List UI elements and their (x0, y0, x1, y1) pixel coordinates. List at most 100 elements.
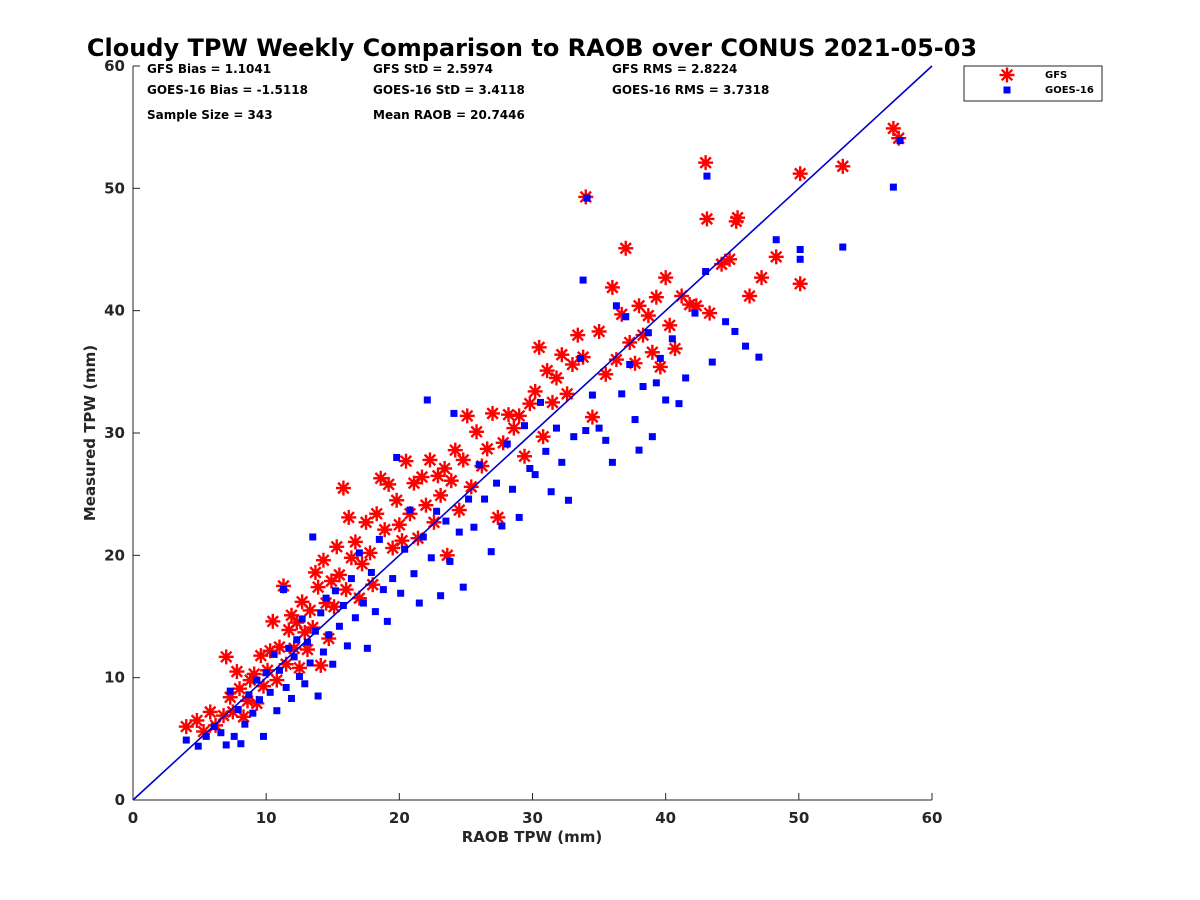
goes16-point (608, 458, 616, 466)
goes16-point (839, 243, 847, 251)
x-tick-label: 0 (128, 809, 138, 827)
gfs-point (544, 394, 560, 410)
gfs-point (451, 502, 467, 518)
goes16-point (515, 513, 523, 521)
goes16-point (582, 427, 590, 435)
goes16-point (295, 672, 303, 680)
goes16-point (772, 236, 780, 244)
goes16-point (682, 374, 690, 382)
goes16-point (521, 422, 529, 430)
gfs-point (485, 405, 501, 421)
legend-goes-square-icon (1003, 86, 1011, 94)
legend: GFS GOES-16 (963, 65, 1103, 102)
goes16-point (270, 650, 278, 658)
goes16-point (889, 183, 897, 191)
goes16-point (389, 575, 397, 583)
stat-goes-bias: GOES-16 Bias = -1.5118 (147, 83, 308, 97)
x-tick-label: 10 (256, 809, 277, 827)
one-to-one-line (132, 65, 933, 801)
gfs-point (591, 323, 607, 339)
goes16-point (564, 496, 572, 504)
gfs-point (698, 155, 714, 171)
goes16-point (325, 631, 333, 639)
gfs-point (604, 279, 620, 295)
goes16-point (547, 488, 555, 496)
gfs-point (189, 712, 205, 728)
stat-mean-raob: Mean RAOB = 20.7446 (373, 108, 525, 122)
goes16-point (542, 447, 550, 455)
goes16-point (722, 318, 730, 326)
goes16-point (306, 659, 314, 667)
goes16-point (415, 599, 423, 607)
goes16-point (576, 354, 584, 362)
gfs-point (548, 370, 564, 386)
gfs-point (527, 383, 543, 399)
goes16-point (579, 276, 587, 284)
gfs-point (269, 672, 285, 688)
goes16-point (202, 732, 210, 740)
y-tick-label: 50 (104, 179, 125, 197)
data-marks (132, 65, 933, 801)
goes16-point (351, 614, 359, 622)
goes16-point (602, 436, 610, 444)
goes16-point (367, 568, 375, 576)
gfs-point (246, 666, 262, 682)
gfs-point (443, 473, 459, 489)
goes16-point (691, 309, 699, 317)
goes16-point (311, 627, 319, 635)
goes16-point (662, 396, 670, 404)
stat-goes-std: GOES-16 StD = 3.4118 (373, 83, 525, 97)
goes16-point (222, 741, 230, 749)
gfs-point (347, 534, 363, 550)
goes16-point (531, 471, 539, 479)
gfs-point (335, 480, 351, 496)
goes16-point (237, 740, 245, 748)
gfs-point (652, 359, 668, 375)
gfs-point (307, 564, 323, 580)
gfs-point (506, 420, 522, 436)
gfs-point (418, 497, 434, 513)
goes16-point (588, 391, 596, 399)
goes16-point (450, 409, 458, 417)
stat-gfs-std: GFS StD = 2.5974 (373, 62, 493, 76)
goes16-point (703, 172, 711, 180)
gfs-point (369, 506, 385, 522)
goes16-point (339, 601, 347, 609)
gfs-point (570, 327, 586, 343)
gfs-point (885, 120, 901, 136)
legend-gfs-asterisk-icon (999, 67, 1015, 83)
gfs-point (768, 249, 784, 265)
goes16-point (303, 638, 311, 646)
gfs-point (598, 366, 614, 382)
gfs-point (535, 429, 551, 445)
goes16-point (410, 570, 418, 578)
gfs-point (343, 550, 359, 566)
gfs-point (644, 344, 660, 360)
x-tick-label: 20 (389, 809, 410, 827)
goes16-point (285, 644, 293, 652)
gfs-point (554, 347, 570, 363)
goes16-point (298, 615, 306, 623)
gfs-point (463, 479, 479, 495)
goes16-point (896, 137, 904, 145)
gfs-point (271, 639, 287, 655)
goes16-point (639, 383, 647, 391)
gfs-point (232, 681, 248, 697)
gfs-point (310, 579, 326, 595)
gfs-point (398, 453, 414, 469)
gfs-point (414, 469, 430, 485)
x-tick-label: 50 (788, 809, 809, 827)
gfs-point (323, 573, 339, 589)
goes16-point (475, 461, 483, 469)
goes16-point (626, 360, 634, 368)
goes16-point (423, 396, 431, 404)
gfs-point (341, 509, 357, 525)
goes16-point (290, 653, 298, 661)
goes16-point (301, 680, 309, 688)
goes16-point (279, 586, 287, 594)
x-axis-label: RAOB TPW (mm) (462, 828, 603, 846)
gfs-point (299, 642, 315, 658)
goes16-point (487, 548, 495, 556)
y-tick-label: 60 (104, 57, 125, 75)
gfs-point (447, 442, 463, 458)
